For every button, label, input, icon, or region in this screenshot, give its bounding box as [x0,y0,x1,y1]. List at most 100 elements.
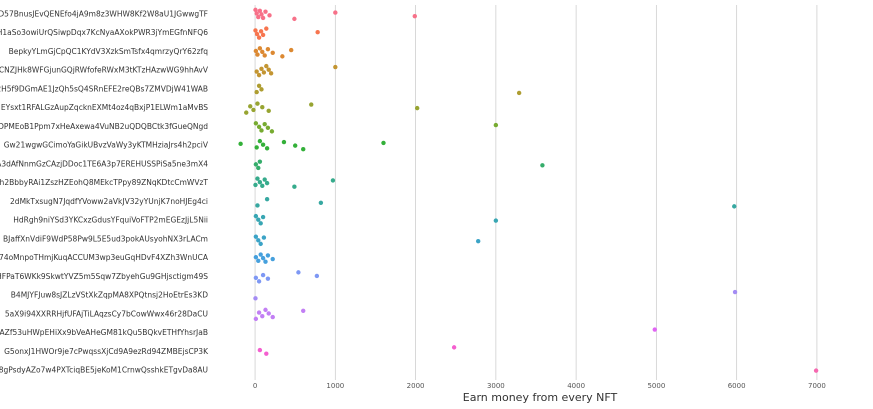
point [732,204,737,209]
y-tick-label: AZf53uHWpEHiXx9bVeAHeGM81kQu5BQkvETHfYhs… [0,328,208,337]
point [253,255,259,260]
point [264,63,269,69]
x-tick-label: 4000 [567,382,585,390]
point [256,310,262,315]
y-tick-label: A3dAfNnmGzCAzjDDoc1TE6A3p7EREHUSSPiSa5ne… [0,159,208,168]
point [288,47,294,53]
y-tick-label: G5onxJ1HWOr9je7cPwqssXjCd9A9ezRd94ZMBEjs… [4,347,209,356]
point [292,16,297,22]
point [257,8,263,13]
point [256,83,262,88]
point [260,49,265,55]
x-tick-label: 3000 [487,382,505,390]
point [268,71,274,76]
point [257,180,263,185]
point [330,178,336,183]
point [264,351,269,356]
y-tick-label: Gh2BbbyRAi1ZszHZEohQ8MEkcTPpy89ZNqKDtcCm… [0,178,208,187]
point [265,276,271,281]
point [256,258,261,264]
point [292,143,298,148]
point [256,238,261,243]
y-tick-label: EYsxt1RFALGzAupZqcknEXMt4oz4qBxjP1ELWm1a… [1,103,208,112]
y-tick-label: CZk74oMnpoTHmjKuqACCUM3wp3euGqHDvF4XZh3W… [0,253,209,262]
point [256,14,261,20]
point [258,29,264,34]
point [253,7,258,13]
point [256,124,262,130]
point [254,89,259,95]
y-tick-label: 9CNZJHk8WFGjunGQjRWfofeRWxM3tKTzHAzwWG9h… [0,66,209,75]
point [270,256,275,262]
point [260,32,266,38]
point [255,203,260,208]
point [333,64,338,70]
point [255,101,260,106]
point [253,48,259,54]
point [451,345,457,350]
point [261,70,267,75]
point [260,255,266,261]
point [253,182,258,188]
point [265,125,271,130]
point [270,314,275,320]
x-tick-label: 7000 [808,382,826,390]
x-tick-label: 0 [253,382,257,390]
point [260,142,266,147]
point [261,235,267,240]
point [270,50,275,55]
point [262,177,267,182]
point [516,90,522,96]
x-tick-label: 2000 [407,382,425,390]
point [296,270,301,275]
point [264,180,270,186]
y-tick-label: 2dMkTxsugN7JqdfYVoww2aVkJV32yYUnjK7noHJE… [10,197,208,206]
point [248,104,253,109]
point [256,72,262,78]
point [254,31,260,37]
point [266,311,271,316]
point [280,54,285,59]
point [475,238,481,244]
point [262,53,267,58]
point [259,87,264,92]
point [238,141,243,147]
x-tick-label: 1000 [326,382,344,390]
point [260,214,266,220]
point [256,279,262,284]
point [267,13,272,18]
point [263,9,268,14]
point [260,183,265,189]
point [257,159,263,164]
point [251,107,256,113]
point [255,52,260,57]
point [253,121,259,126]
point [257,347,263,353]
point [264,26,269,31]
point [314,273,320,279]
point [253,296,258,301]
y-tick-label: 14DPMEoB1Ppm7xHeAxewa4VuNB2uQDQBCtk3fGue… [0,122,208,131]
y-tick-label: A2H5f9DGmAE1JzQh5sQ4SRnEFE2reQBs7ZMVDjW4… [0,84,208,93]
x-tick-label: 5000 [647,382,665,390]
y-tick-label: HFPaT6WKk9SkwtYVZ5m5Sqw7ZbyehGu9GHjsctig… [0,272,208,281]
point [260,15,266,21]
point [412,13,417,19]
point [244,110,249,115]
point [253,162,259,167]
point [258,241,263,247]
point [259,12,264,17]
point [652,327,657,332]
point [256,35,262,40]
point [253,28,258,33]
point [260,313,265,319]
point [266,67,271,72]
x-axis-label: Earn money from every NFT [463,391,618,404]
point [253,275,259,280]
point [266,108,271,114]
point [258,221,263,226]
point [260,105,265,110]
point [301,308,306,313]
y-tick-label: D57BnusJEvQENEfo4jA9m8z3WHW8Kf2W8aU1JGww… [0,9,208,18]
